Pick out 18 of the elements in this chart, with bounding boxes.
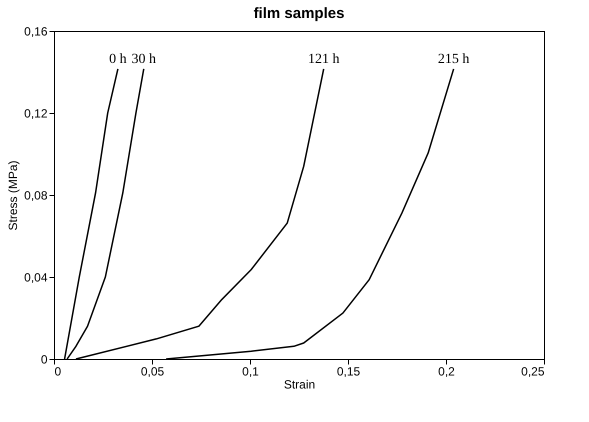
x-tick-label: 0,2 — [438, 364, 456, 378]
x-tick-label: 0,25 — [521, 364, 545, 378]
x-tick-label: 0,05 — [140, 364, 164, 378]
series-label: 30 h — [132, 52, 156, 67]
chart-title: film samples — [254, 5, 344, 22]
y-tick-label: 0,16 — [24, 24, 48, 38]
x-tick-label: 0,1 — [242, 364, 260, 378]
x-tick-label: 0 — [54, 364, 62, 378]
y-tick-label: 0,08 — [24, 188, 48, 202]
x-tick-label: 0,15 — [336, 364, 360, 378]
y-tick-label: 0 — [40, 352, 48, 366]
x-axis-title: Strain — [284, 378, 316, 392]
y-axis-title: Stress (MPa) — [6, 160, 20, 231]
y-tick-label: 0,04 — [24, 270, 48, 284]
y-tick-label: 0,12 — [24, 106, 48, 120]
series-label: 215 h — [438, 52, 470, 67]
series-label: 121 h — [308, 52, 340, 67]
series-label: 0 h — [109, 52, 127, 67]
